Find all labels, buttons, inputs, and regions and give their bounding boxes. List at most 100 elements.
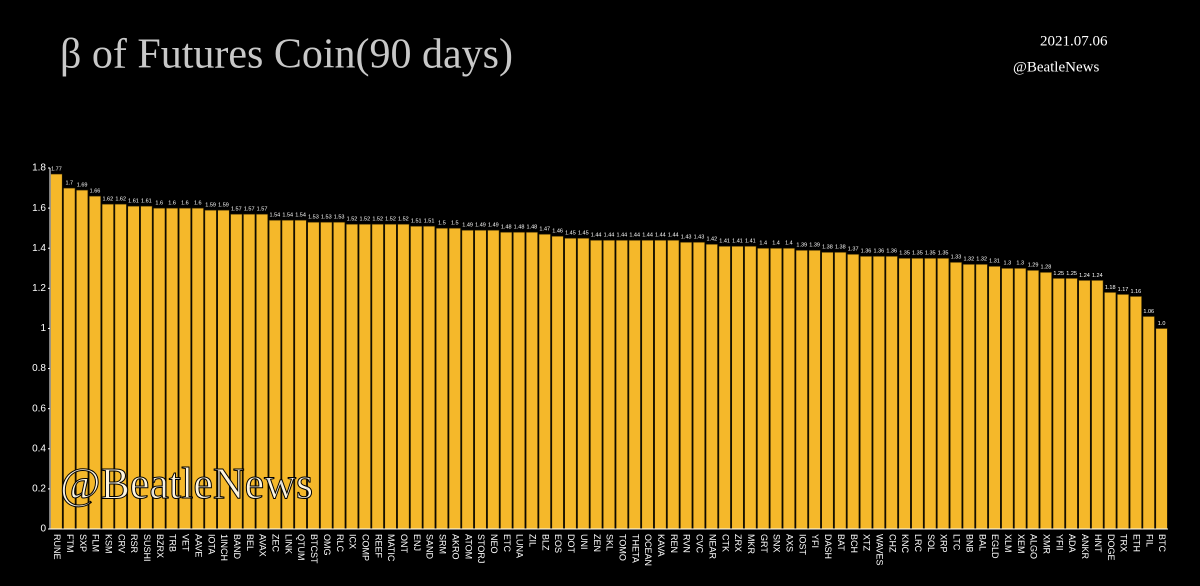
value-label: 1.4	[759, 241, 767, 247]
value-label: 1.28	[1041, 265, 1052, 271]
value-label: 1.49	[488, 223, 499, 229]
x-tick-label: BCH	[849, 534, 859, 553]
value-label: 1.52	[359, 217, 370, 223]
bar	[628, 239, 641, 530]
bar	[692, 241, 706, 530]
value-label: 1.4	[785, 241, 793, 247]
x-tick-label: ONT	[399, 534, 409, 554]
bar	[795, 249, 808, 530]
x-tick-label: SOL	[926, 534, 936, 552]
value-label: 1.44	[616, 233, 627, 239]
x-tick-label: FIL	[1144, 534, 1154, 547]
watermark: @BeatleNews	[60, 459, 313, 508]
value-label: 1.47	[539, 227, 550, 233]
bar	[769, 247, 783, 530]
value-label: 1.69	[77, 183, 88, 189]
bar	[847, 253, 860, 530]
value-label: 1.33	[951, 255, 962, 261]
value-label: 1.45	[578, 231, 589, 237]
value-label: 1.6	[181, 201, 189, 207]
bar	[615, 239, 628, 530]
x-tick-label: BEL	[245, 534, 255, 551]
x-tick-label: SAND	[425, 534, 435, 560]
y-tick-label: 1.2	[32, 283, 46, 294]
chart-title: β of Futures Coin(90 days)	[60, 32, 513, 78]
bar	[1039, 271, 1053, 530]
x-tick-label: XRP	[939, 534, 949, 553]
bar	[872, 255, 885, 530]
x-tick-label: KAVA	[656, 534, 666, 557]
bar	[564, 237, 577, 530]
x-tick-label: ATOM	[463, 534, 473, 559]
bar	[487, 229, 500, 530]
bar	[667, 239, 680, 530]
value-label: 1.41	[745, 239, 756, 245]
bar	[1026, 269, 1040, 530]
bar	[551, 235, 564, 530]
value-label: 1.4	[772, 241, 780, 247]
value-label: 1.18	[1105, 285, 1116, 291]
bar	[975, 263, 988, 530]
value-label: 1.52	[398, 217, 409, 223]
x-tick-label: HNT	[1093, 534, 1103, 553]
y-tick-label: 0.8	[32, 363, 46, 374]
x-tick-label: ZRX	[733, 534, 743, 552]
x-tick-label: BZRX	[155, 534, 165, 558]
bar	[1142, 316, 1155, 530]
x-tick-label: EOS	[553, 534, 563, 553]
x-tick-label: LRC	[913, 534, 923, 553]
x-tick-label: REEF	[373, 534, 383, 559]
value-label: 1.24	[1092, 273, 1103, 279]
x-tick-label: SRM	[438, 534, 448, 554]
x-tick-label: TOMO	[617, 534, 627, 561]
bar	[821, 251, 834, 530]
bar	[1052, 278, 1065, 530]
x-tick-label: BLZ	[540, 534, 550, 551]
bar	[525, 231, 538, 530]
x-tick-label: SUSHI	[142, 534, 152, 562]
bar	[590, 239, 603, 530]
x-tick-label: AXS	[785, 534, 795, 552]
bar	[859, 255, 873, 530]
x-tick-label: QTUM	[296, 534, 306, 561]
x-tick-label: WAVES	[874, 534, 884, 566]
value-label: 1.41	[719, 239, 730, 245]
value-label: 1.35	[899, 251, 910, 257]
value-label: 1.52	[385, 217, 396, 223]
value-label: 1.59	[205, 203, 216, 209]
x-tick-label: ZEN	[592, 534, 602, 552]
bar	[1116, 294, 1130, 530]
bar	[731, 245, 744, 530]
x-tick-label: SKL	[605, 534, 615, 551]
value-label: 1.38	[822, 245, 833, 251]
x-tick-label: NEAR	[707, 534, 717, 560]
bar	[1091, 280, 1104, 530]
bar	[705, 243, 718, 530]
x-tick-label: REN	[669, 534, 679, 553]
bar	[808, 249, 821, 530]
value-label: 1.6	[168, 201, 176, 207]
bar	[834, 251, 847, 530]
value-label: 1.62	[102, 197, 113, 203]
x-tick-label: ENJ	[412, 534, 422, 551]
value-label: 1.57	[244, 207, 255, 213]
bar	[654, 239, 667, 530]
x-tick-label: XMR	[1042, 534, 1052, 555]
x-tick-label: STORJ	[476, 534, 486, 563]
value-label: 1.39	[809, 243, 820, 249]
bar	[345, 223, 359, 530]
x-tick-label: DOT	[566, 534, 576, 554]
value-label: 1.32	[976, 257, 987, 263]
value-label: 1.16	[1131, 289, 1142, 295]
y-tick-label: 1.6	[32, 203, 46, 214]
value-label: 1.39	[796, 243, 807, 249]
x-tick-label: 1INCH	[219, 534, 229, 561]
date: 2021.07.06	[1040, 33, 1108, 49]
bar	[577, 237, 590, 530]
value-label: 1.41	[732, 239, 743, 245]
bar	[782, 247, 795, 530]
bar	[474, 229, 487, 530]
value-label: 1.17	[1118, 287, 1129, 293]
x-tick-label: XLM	[1003, 534, 1013, 553]
